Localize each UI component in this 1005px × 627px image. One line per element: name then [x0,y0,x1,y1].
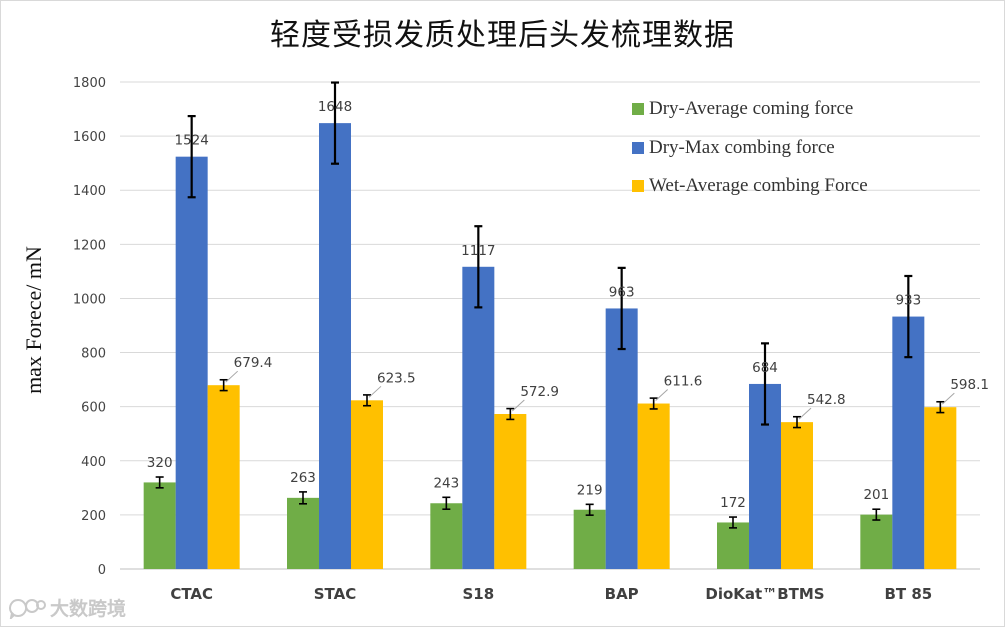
data-label: 623.5 [377,370,416,386]
y-tick-label: 1400 [73,184,106,199]
data-label: 320 [147,455,173,471]
y-tick-label: 600 [81,401,106,416]
x-tick-label: STAC [314,585,357,603]
legend-item: Wet-Average combing Force [632,167,868,206]
data-label: 201 [863,487,889,503]
data-label-leader [511,399,525,412]
bar [573,509,606,569]
data-label: 1648 [318,99,352,115]
bar [717,522,749,569]
data-label: 933 [895,293,921,309]
y-tick-label: 1600 [73,130,106,145]
data-label: 542.8 [807,392,846,408]
legend-swatch [632,103,644,116]
bar [924,407,957,569]
data-label: 679.4 [234,355,273,371]
x-tick-label: BT 85 [884,585,932,603]
legend-label: Dry-Average coming force [649,98,854,120]
bar [605,308,638,569]
y-tick-label: 1200 [73,238,106,253]
x-tick-label: CTAC [170,585,213,603]
y-tick-label: 800 [81,347,106,362]
data-label: 1524 [174,133,208,149]
data-label: 598.1 [950,377,989,393]
chart-title: 轻度受损发质处理后头发梳理数据 [270,18,735,53]
legend-item: Dry-Average coming force [632,90,868,129]
data-label-leader [941,392,955,405]
y-tick-label: 1800 [73,76,106,91]
bar [319,123,351,569]
bar [494,413,527,569]
data-label: 572.9 [520,384,559,400]
data-label: 172 [720,495,746,511]
watermark-text: 大数跨境 [50,598,127,620]
bar [143,482,176,569]
bar [175,156,208,569]
data-label-leader [368,385,382,398]
bar [207,385,240,569]
data-label: 1117 [461,243,495,259]
x-tick-label: BAP [605,585,639,603]
data-label: 243 [433,475,459,491]
bar [430,503,463,569]
legend-label: Wet-Average combing Force [649,175,868,197]
chart-legend: Dry-Average coming force Dry-Max combing … [632,90,868,206]
watermark: 大数跨境 [8,594,126,621]
bar [351,400,383,569]
y-tick-label: 200 [81,509,106,524]
legend-swatch [632,180,644,193]
data-label: 684 [752,360,778,376]
legend-swatch [632,141,644,154]
bar [462,266,495,569]
bar [287,497,319,569]
y-tick-label: 0 [98,563,106,578]
data-label-leader [655,389,669,401]
chat-bubble-logo-icon [9,598,46,619]
data-label-leader [798,407,812,420]
data-label: 963 [609,284,635,300]
x-tick-label: S18 [462,585,494,603]
y-tick-label: 400 [81,455,106,470]
data-label-leader [225,370,239,383]
legend-label: Dry-Max combing force [649,136,835,158]
bar [860,514,893,569]
bar [637,403,670,569]
bar [892,316,925,569]
data-label: 611.6 [664,374,703,390]
bar [781,422,813,569]
data-label: 263 [290,470,316,486]
data-label: 219 [577,482,603,498]
legend-item: Dry-Max combing force [632,129,868,168]
y-tick-label: 1000 [73,292,106,307]
x-tick-label: DioKat™BTMS [705,585,824,603]
